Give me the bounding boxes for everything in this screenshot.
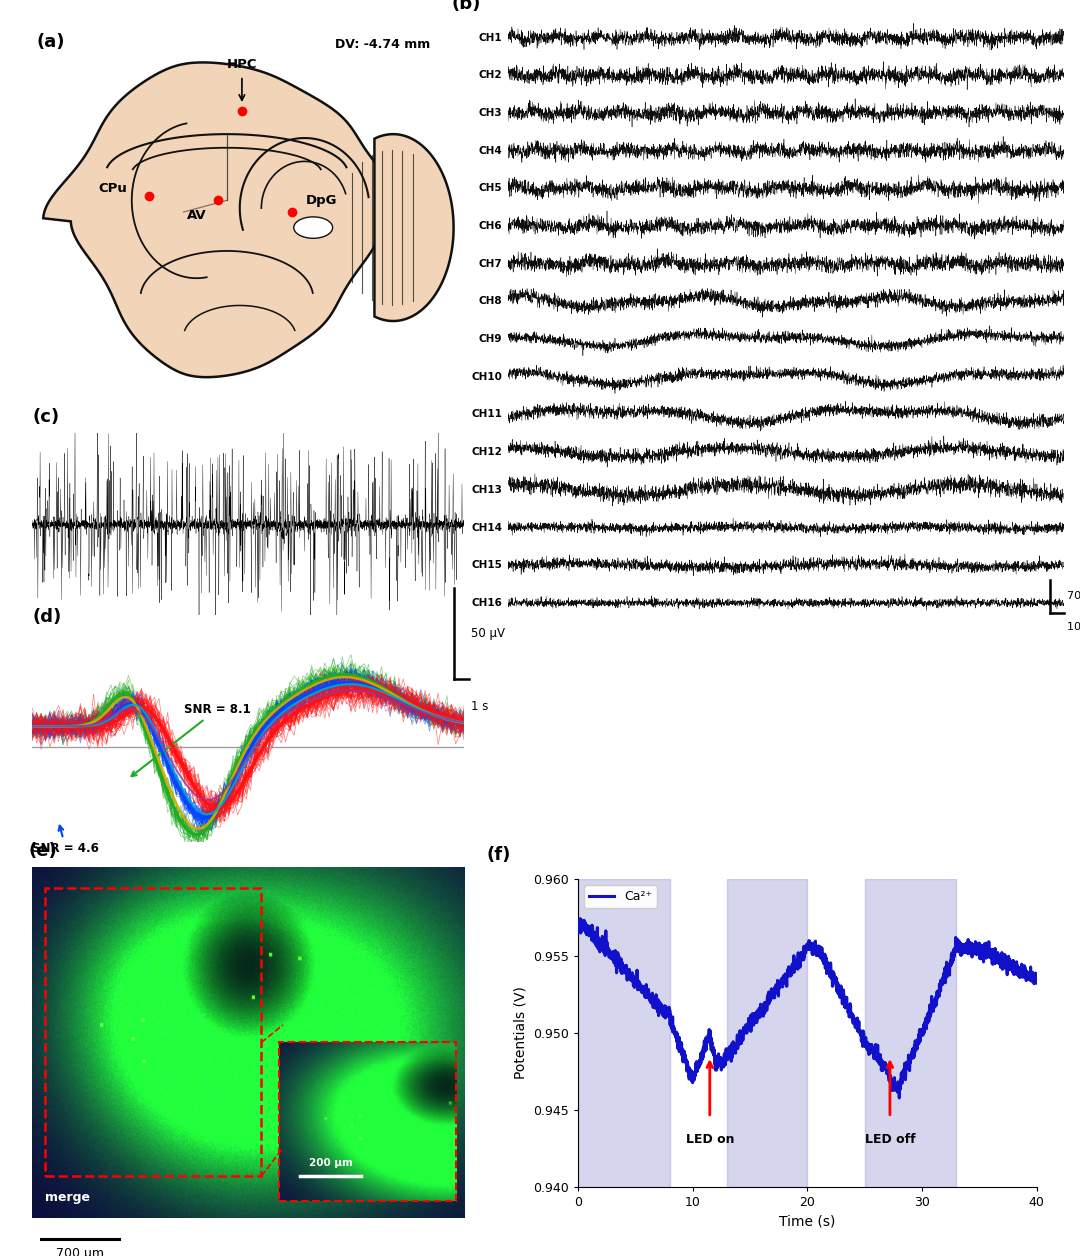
Text: SNR = 8.1: SNR = 8.1 — [132, 703, 251, 776]
Ellipse shape — [294, 217, 333, 239]
Text: 700 µm: 700 µm — [56, 1247, 104, 1256]
Text: (a): (a) — [37, 33, 65, 51]
Text: (b): (b) — [451, 0, 482, 13]
Text: 1 s: 1 s — [471, 700, 488, 713]
Text: CH4: CH4 — [478, 146, 502, 156]
Text: 50 µV: 50 µV — [120, 997, 153, 1010]
Text: (d): (d) — [32, 608, 62, 625]
Text: (e): (e) — [28, 842, 57, 859]
Text: CH9: CH9 — [478, 334, 502, 344]
Text: CH15: CH15 — [471, 560, 502, 570]
Text: CH12: CH12 — [471, 447, 502, 457]
Text: LED off: LED off — [865, 1133, 915, 1145]
Text: 50 µV: 50 µV — [471, 627, 504, 641]
Text: LED on: LED on — [686, 1133, 734, 1145]
Text: DV: -4.74 mm: DV: -4.74 mm — [335, 39, 430, 51]
Bar — [727, 879, 807, 1187]
Text: 100 µs: 100 µs — [168, 1049, 207, 1061]
Text: merge: merge — [45, 1191, 91, 1205]
Text: CH8: CH8 — [478, 296, 502, 306]
Text: SNR = 5.6: SNR = 5.6 — [240, 946, 311, 1021]
Text: 10 s: 10 s — [1067, 622, 1080, 632]
Text: AV: AV — [187, 210, 206, 222]
Text: CH5: CH5 — [478, 183, 502, 193]
Text: CH3: CH3 — [478, 108, 502, 118]
Bar — [578, 879, 670, 1187]
Text: 700 µV: 700 µV — [1067, 592, 1080, 602]
Text: CH6: CH6 — [478, 221, 502, 231]
Bar — [45, 888, 261, 1176]
Text: CH2: CH2 — [478, 70, 502, 80]
Text: CH10: CH10 — [471, 372, 502, 382]
Text: SNR = 4.6: SNR = 4.6 — [32, 825, 99, 855]
Polygon shape — [375, 134, 454, 322]
Text: (c): (c) — [32, 408, 59, 426]
Text: CH11: CH11 — [471, 409, 502, 420]
Text: CPu: CPu — [98, 182, 126, 195]
Text: CH16: CH16 — [471, 598, 502, 608]
Y-axis label: Potentials (V): Potentials (V) — [513, 987, 527, 1079]
Bar — [865, 879, 957, 1187]
Text: CH7: CH7 — [478, 259, 502, 269]
X-axis label: Time (s): Time (s) — [779, 1215, 836, 1228]
Text: (f): (f) — [486, 845, 511, 864]
Text: CH1: CH1 — [478, 33, 502, 43]
Text: 200 µm: 200 µm — [309, 1158, 352, 1168]
Text: CH13: CH13 — [471, 485, 502, 495]
Legend: Ca²⁺: Ca²⁺ — [584, 885, 657, 908]
Bar — [279, 1042, 456, 1201]
Polygon shape — [43, 63, 410, 377]
Text: HPC: HPC — [227, 58, 257, 70]
Text: DpG: DpG — [306, 193, 338, 207]
Text: CH14: CH14 — [471, 522, 502, 533]
